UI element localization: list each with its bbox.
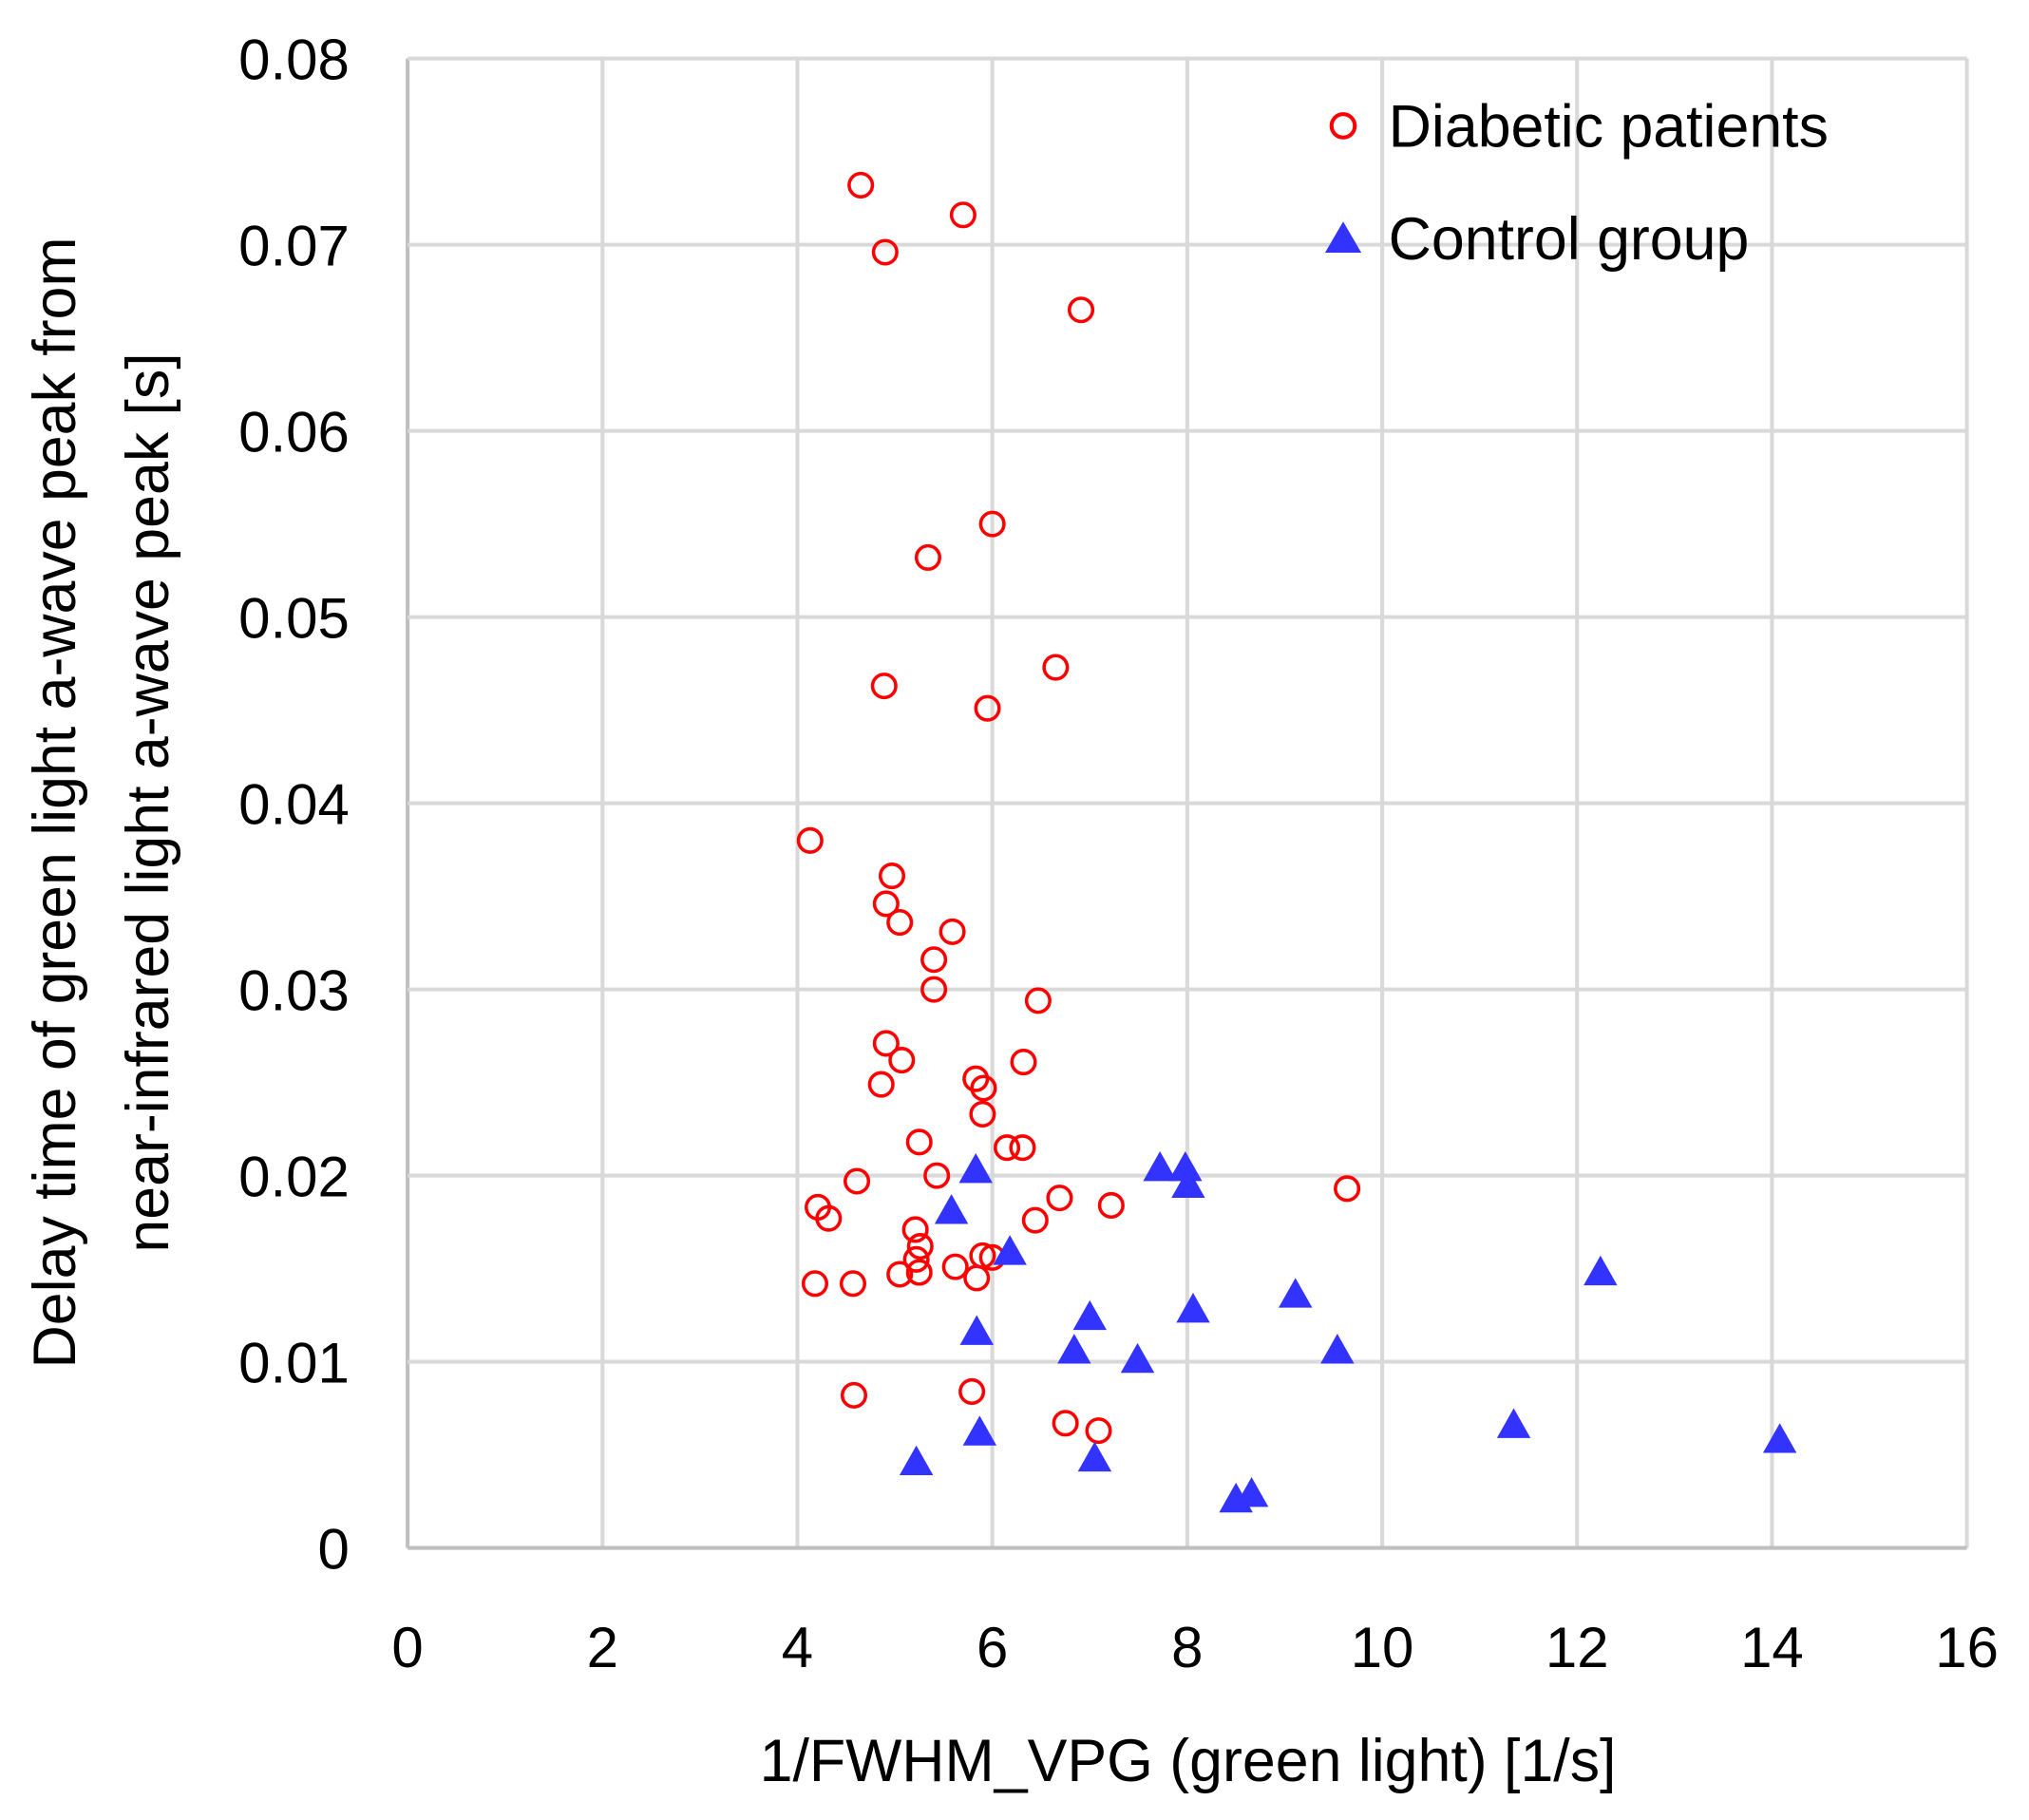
data-points (796, 171, 1797, 1513)
grid (406, 56, 1969, 1550)
diabetic-point (970, 1074, 997, 1102)
control-point (1762, 1423, 1797, 1453)
diabetic-point (888, 1047, 916, 1074)
control-point (1320, 1334, 1355, 1364)
x-tick-label: 10 (1351, 1616, 1414, 1679)
control-point (934, 1194, 969, 1224)
diabetic-point (994, 1134, 1021, 1162)
series-diabetic-patients (796, 171, 1361, 1445)
diabetic-point (844, 1167, 871, 1195)
legend-marker-diabetic (1329, 112, 1357, 140)
x-tick-label: 8 (1171, 1616, 1203, 1679)
diabetic-point (963, 1264, 991, 1292)
y-axis-title-line-2: near-infrared light a-wave peak [s] (115, 352, 181, 1252)
x-tick-label: 14 (1740, 1616, 1804, 1679)
diabetic-point (1021, 1206, 1049, 1234)
diabetic-point (1042, 654, 1070, 681)
diabetic-point (902, 1245, 930, 1273)
control-point (958, 1153, 993, 1184)
x-axis-title: 1/FWHM_VPG (green light) [1/s] (760, 1728, 1617, 1794)
control-point (1279, 1278, 1313, 1308)
diabetic-point (872, 890, 900, 918)
legend-label-control: Control group (1389, 206, 1750, 273)
diabetic-point (1085, 1417, 1112, 1445)
control-point (899, 1445, 934, 1476)
diabetic-point (906, 1233, 934, 1261)
tick-labels: 0 2 4 6 8 10 12 14 16 0 0.01 0.02 0.03 0.04 0.05 0.06 0.… (238, 28, 1999, 1678)
x-tick-label: 12 (1545, 1616, 1609, 1679)
y-tick-label: 0.06 (238, 400, 350, 464)
y-tick-label: 0.05 (238, 586, 350, 650)
control-point (993, 1235, 1027, 1265)
diabetic-point (815, 1204, 843, 1232)
diabetic-point (867, 1071, 895, 1098)
diabetic-point (978, 510, 1006, 538)
control-point (1072, 1299, 1107, 1331)
control-point (1077, 1441, 1112, 1472)
y-tick-label: 0.08 (238, 28, 350, 91)
x-tick-label: 2 (587, 1616, 618, 1679)
diabetic-point (870, 673, 898, 700)
legend: Diabetic patients Control group (1324, 93, 1829, 273)
control-point (959, 1315, 994, 1345)
diabetic-point (941, 1253, 969, 1280)
x-tick-label: 0 (391, 1616, 423, 1679)
diabetic-point (914, 543, 941, 571)
diabetic-point (949, 201, 977, 229)
control-point (1496, 1408, 1531, 1438)
diabetic-point (958, 1377, 986, 1405)
y-tick-label: 0.02 (238, 1145, 350, 1208)
diabetic-point (886, 909, 914, 937)
diabetic-point (1024, 987, 1052, 1014)
y-tick-label: 0.01 (238, 1331, 350, 1394)
control-point (1168, 1151, 1203, 1182)
diabetic-point (840, 1381, 868, 1409)
diabetic-point (796, 826, 824, 854)
diabetic-point (1097, 1191, 1125, 1219)
diabetic-point (923, 1162, 951, 1189)
diabetic-point (920, 946, 948, 974)
diabetic-point (939, 918, 966, 945)
diabetic-point (920, 976, 948, 1003)
legend-marker-control (1324, 221, 1362, 253)
series-control-group (899, 1151, 1797, 1513)
y-axis-title: Delay time of green light a-wave peak fr… (22, 237, 181, 1368)
diabetic-point (839, 1270, 866, 1298)
y-axis-title-line-1: Delay time of green light a-wave peak fr… (22, 237, 88, 1368)
control-point (1176, 1293, 1210, 1323)
diabetic-point (1046, 1185, 1073, 1212)
diabetic-point (1334, 1175, 1361, 1203)
y-tick-label: 0.07 (238, 214, 350, 277)
control-point (1120, 1342, 1155, 1374)
diabetic-point (886, 1261, 914, 1288)
x-tick-label: 4 (782, 1616, 813, 1679)
legend-label-diabetic: Diabetic patients (1389, 93, 1829, 160)
diabetic-point (905, 1128, 933, 1156)
diabetic-point (1052, 1410, 1079, 1437)
diabetic-point (1068, 296, 1095, 324)
x-tick-label: 6 (977, 1616, 1008, 1679)
diabetic-point (1010, 1049, 1037, 1076)
y-tick-label: 0.03 (238, 958, 350, 1022)
diabetic-point (801, 1270, 828, 1298)
diabetic-point (974, 694, 1001, 722)
x-tick-label: 16 (1935, 1616, 1999, 1679)
diabetic-point (905, 1259, 933, 1286)
control-point (1171, 1167, 1205, 1199)
diabetic-point (871, 238, 899, 266)
y-tick-label: 0 (317, 1517, 349, 1581)
control-point (962, 1415, 997, 1446)
diabetic-point (901, 1216, 929, 1243)
diabetic-point (878, 863, 906, 890)
y-tick-label: 0.04 (238, 772, 350, 836)
control-point (1057, 1334, 1091, 1364)
diabetic-point (1009, 1134, 1036, 1162)
diabetic-point (872, 1030, 900, 1057)
control-point (1234, 1477, 1269, 1507)
diabetic-point (969, 1100, 996, 1128)
diabetic-point (847, 171, 875, 199)
control-point (1583, 1255, 1618, 1286)
control-point (1143, 1151, 1177, 1182)
